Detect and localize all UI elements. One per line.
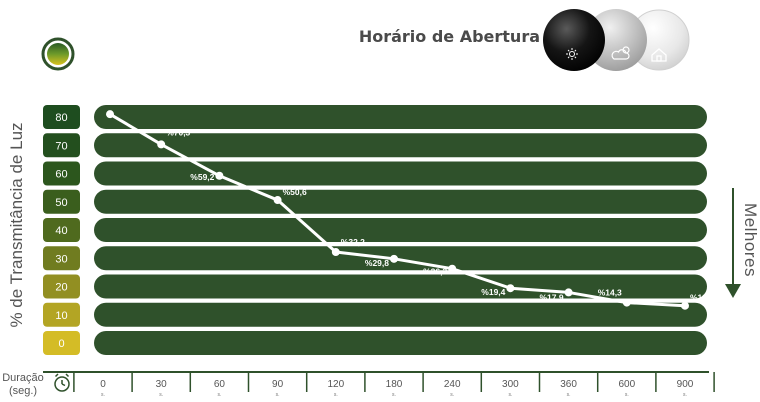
xtick-label-90: 90	[272, 379, 284, 390]
ytick-label-60: 60	[55, 169, 67, 181]
ytick-label-10: 10	[55, 310, 67, 322]
ytick-box-50	[43, 189, 80, 214]
xtick-unit: s.	[567, 392, 571, 398]
ytick-box-30	[43, 246, 80, 271]
xtick-unit: s.	[159, 392, 163, 398]
xtick-label-600: 600	[618, 379, 635, 390]
data-point	[106, 110, 114, 119]
ytick-label-70: 70	[55, 140, 67, 152]
x-axis: 0 s. 30 s. 60 s. 90 s. 120 s. 180 s. 240 s. 300 s. 360 s.…	[43, 371, 715, 398]
data-label: %32,2	[341, 237, 365, 247]
ytick-box-40	[43, 218, 80, 242]
data-point	[564, 288, 573, 297]
xtick-label-30: 30	[156, 379, 168, 390]
data-label: %19,4	[481, 287, 505, 297]
data-label: %59,2	[190, 172, 214, 182]
chart-title: Horário de Abertura	[358, 27, 540, 46]
duration-label-line1: Duração	[2, 372, 44, 384]
xtick-unit: s.	[276, 392, 280, 398]
xtick-unit: s.	[392, 392, 396, 398]
data-series: %81 %70,3 %59,2 %50,6 %32,2 %29,8 %26,3 %19,4 %1…	[106, 97, 714, 310]
xtick-label-900: 900	[677, 379, 694, 390]
ytick-label-40: 40	[55, 225, 67, 237]
ytick-label-80: 80	[55, 112, 67, 124]
xtick-unit: s.	[683, 392, 687, 398]
ytick-label-0: 0	[58, 338, 64, 350]
data-label: %29,8	[365, 258, 389, 268]
data-label: %26,3	[423, 267, 447, 277]
ytick-label-20: 20	[55, 282, 67, 294]
ytick-box-70	[43, 133, 80, 158]
band-0	[94, 331, 707, 355]
ytick-box-20	[43, 274, 80, 299]
data-label: %70,3	[166, 127, 190, 137]
lens-black	[543, 9, 605, 71]
xtick-label-60: 60	[214, 379, 226, 390]
data-label: %81	[115, 97, 132, 107]
sun-icon	[566, 48, 578, 60]
data-label: %14,3	[598, 288, 622, 298]
data-point	[273, 196, 282, 205]
band-50	[94, 189, 707, 214]
duration-label: Duração (seg.)	[2, 372, 44, 398]
data-point	[448, 264, 457, 273]
data-label: %13,2	[690, 293, 714, 303]
ytick-label-50: 50	[55, 197, 67, 209]
data-point	[506, 284, 515, 293]
xtick-label-120: 120	[327, 379, 344, 390]
band-10	[94, 302, 707, 327]
y-ticks: 80 70 60 50 40 30 20 10 0	[43, 105, 80, 355]
ytick-label-30: 30	[55, 253, 67, 265]
cloud-sun-icon	[611, 46, 630, 60]
xtick-label-300: 300	[502, 379, 519, 390]
data-point	[215, 171, 224, 180]
xtick-label-180: 180	[386, 379, 403, 390]
data-point	[390, 254, 398, 263]
lens-group	[543, 9, 690, 71]
alarm-clock-icon	[54, 373, 70, 392]
xtick-unit: s.	[101, 392, 105, 398]
data-point	[622, 298, 631, 307]
ytick-box-80	[43, 105, 80, 129]
xtick-unit: s.	[334, 392, 338, 398]
band-40	[94, 218, 707, 242]
chart-bands	[94, 105, 707, 355]
band-70	[94, 133, 707, 158]
band-60	[94, 161, 707, 186]
xtick-label-0: 0	[100, 379, 106, 390]
ytick-box-10	[43, 302, 80, 327]
xtick-label-240: 240	[444, 379, 461, 390]
down-arrow-icon	[725, 188, 741, 298]
data-point	[331, 248, 340, 257]
data-label: %50,6	[283, 187, 307, 197]
xtick-unit: s.	[508, 392, 512, 398]
house-icon	[651, 48, 667, 62]
band-30	[94, 246, 707, 271]
xtick-unit: s.	[625, 392, 629, 398]
data-point	[157, 140, 166, 149]
xtick-unit: s.	[450, 392, 454, 398]
data-point	[681, 301, 689, 310]
xtick-unit: s.	[217, 392, 221, 398]
band-80	[94, 105, 707, 129]
ytick-box-60	[43, 161, 80, 186]
xtick-label-360: 360	[560, 379, 577, 390]
data-label: %17,9	[539, 292, 563, 302]
ytick-box-0	[43, 331, 80, 355]
duration-label-line2: (seg.)	[8, 385, 38, 397]
brand-logo	[41, 37, 75, 71]
